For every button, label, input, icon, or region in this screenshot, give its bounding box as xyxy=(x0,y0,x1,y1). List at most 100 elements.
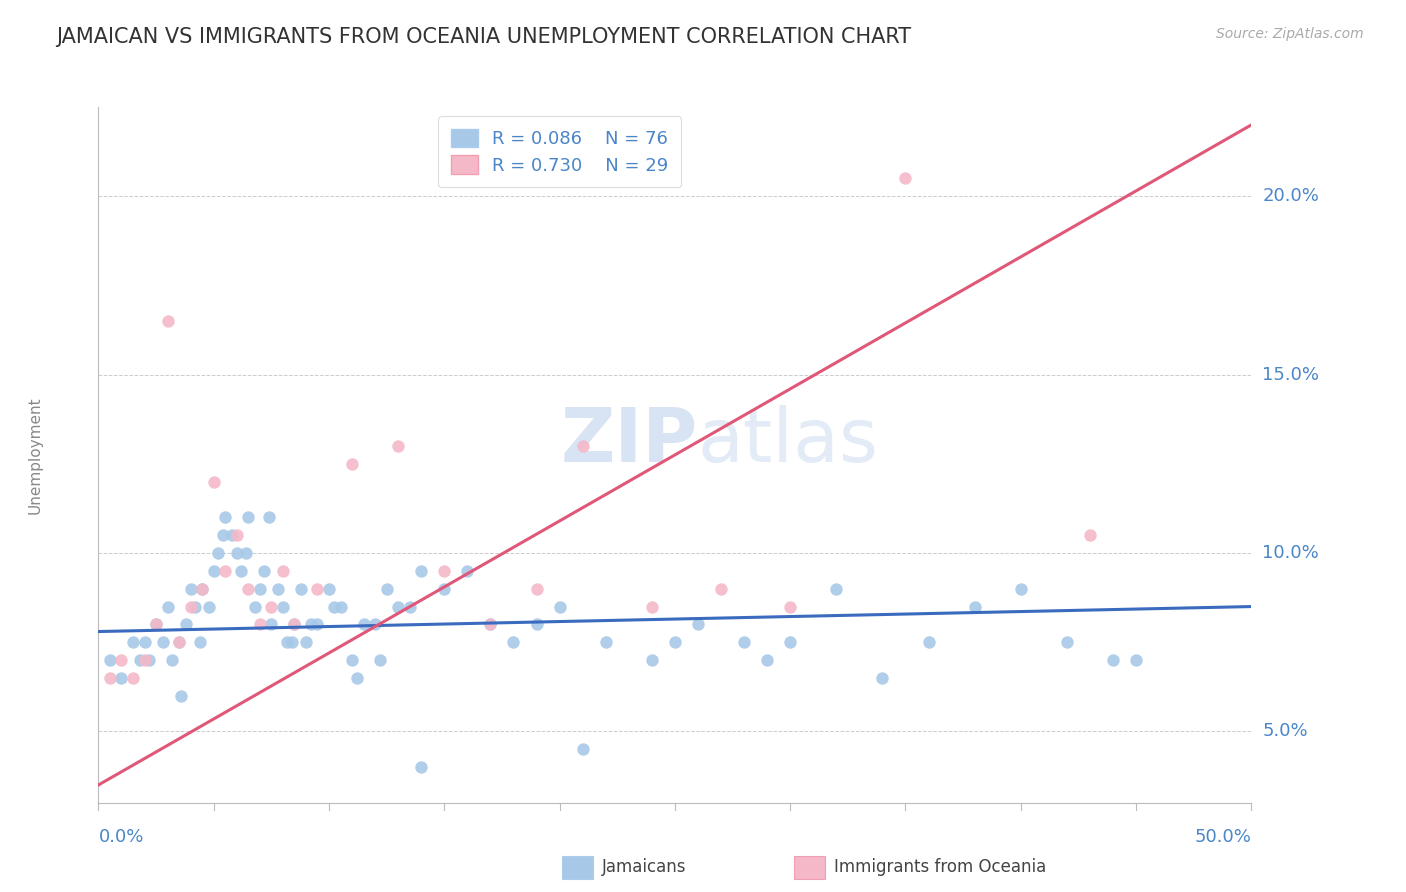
Point xyxy=(756,653,779,667)
Point xyxy=(346,671,368,685)
Text: Jamaicans: Jamaicans xyxy=(602,858,686,876)
Point xyxy=(368,653,391,667)
Point xyxy=(191,582,214,596)
Point xyxy=(225,528,247,542)
Point xyxy=(664,635,686,649)
Point xyxy=(257,510,280,524)
Point xyxy=(387,439,409,453)
Point xyxy=(180,599,202,614)
Point xyxy=(322,599,344,614)
Point xyxy=(138,653,160,667)
Point xyxy=(238,510,260,524)
Point xyxy=(318,582,340,596)
Point xyxy=(433,582,456,596)
Point xyxy=(235,546,257,560)
Point xyxy=(129,653,152,667)
Point xyxy=(411,760,433,774)
Text: ZIP: ZIP xyxy=(561,404,697,477)
Point xyxy=(340,653,363,667)
Point xyxy=(170,689,193,703)
Point xyxy=(180,582,202,596)
Point xyxy=(1125,653,1147,667)
Point xyxy=(221,528,243,542)
Point xyxy=(963,599,986,614)
Point xyxy=(167,635,190,649)
Text: 10.0%: 10.0% xyxy=(1263,544,1319,562)
Point xyxy=(571,439,593,453)
Point xyxy=(271,599,294,614)
Point xyxy=(479,617,502,632)
Point xyxy=(872,671,894,685)
Point xyxy=(267,582,290,596)
Text: Source: ZipAtlas.com: Source: ZipAtlas.com xyxy=(1216,27,1364,41)
Text: 50.0%: 50.0% xyxy=(1195,828,1251,846)
Point xyxy=(174,617,197,632)
Point xyxy=(134,635,156,649)
Point xyxy=(156,599,179,614)
Point xyxy=(779,635,801,649)
Point xyxy=(271,564,294,578)
Text: 5.0%: 5.0% xyxy=(1263,723,1308,740)
Point xyxy=(238,582,260,596)
Text: Unemployment: Unemployment xyxy=(28,396,42,514)
Text: 0.0%: 0.0% xyxy=(98,828,143,846)
Point xyxy=(526,582,548,596)
Point xyxy=(145,617,167,632)
Point xyxy=(299,617,322,632)
Point xyxy=(526,617,548,632)
Text: atlas: atlas xyxy=(697,404,879,477)
Point xyxy=(156,314,179,328)
Point xyxy=(686,617,709,632)
Point xyxy=(98,671,121,685)
Point xyxy=(340,457,363,471)
Point xyxy=(307,617,329,632)
Point xyxy=(214,564,236,578)
Point xyxy=(1078,528,1101,542)
Point xyxy=(375,582,398,596)
Point xyxy=(231,564,253,578)
Point xyxy=(202,564,225,578)
Point xyxy=(145,617,167,632)
Point xyxy=(198,599,221,614)
Legend: R = 0.086    N = 76, R = 0.730    N = 29: R = 0.086 N = 76, R = 0.730 N = 29 xyxy=(439,116,681,187)
Point xyxy=(502,635,524,649)
Point xyxy=(894,171,917,186)
Text: Immigrants from Oceania: Immigrants from Oceania xyxy=(834,858,1046,876)
Point xyxy=(249,582,271,596)
Point xyxy=(249,617,271,632)
Point xyxy=(353,617,375,632)
Point xyxy=(191,582,214,596)
Point xyxy=(225,546,247,560)
Point xyxy=(281,635,304,649)
Point xyxy=(283,617,305,632)
Point xyxy=(548,599,571,614)
Point xyxy=(122,671,145,685)
Point xyxy=(202,475,225,489)
Point xyxy=(479,617,502,632)
Point xyxy=(825,582,848,596)
Point xyxy=(641,653,664,667)
Point xyxy=(245,599,267,614)
Text: 20.0%: 20.0% xyxy=(1263,187,1319,205)
Point xyxy=(283,617,305,632)
Point xyxy=(98,653,121,667)
Point xyxy=(276,635,298,649)
Point xyxy=(1056,635,1078,649)
Point xyxy=(212,528,235,542)
Point xyxy=(260,617,283,632)
Point xyxy=(710,582,733,596)
Point xyxy=(152,635,174,649)
Point xyxy=(207,546,229,560)
Point xyxy=(433,564,456,578)
Point xyxy=(779,599,801,614)
Point xyxy=(1102,653,1125,667)
Point xyxy=(290,582,312,596)
Point xyxy=(1010,582,1032,596)
Point xyxy=(134,653,156,667)
Point xyxy=(188,635,211,649)
Point xyxy=(364,617,387,632)
Point xyxy=(733,635,755,649)
Point xyxy=(110,671,132,685)
Point xyxy=(595,635,617,649)
Point xyxy=(295,635,318,649)
